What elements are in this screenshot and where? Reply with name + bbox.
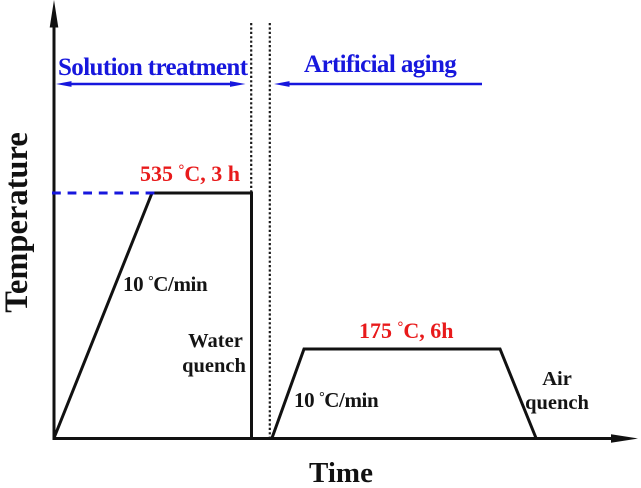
svg-text:quench: quench (182, 355, 246, 377)
svg-text:175 °C, 6h: 175 °C, 6h (359, 318, 453, 343)
svg-text:Time: Time (309, 457, 373, 483)
svg-text:535 °C, 3 h: 535 °C, 3 h (140, 161, 240, 186)
svg-text:Temperature: Temperature (0, 132, 35, 313)
svg-text:10 °C/min: 10 °C/min (294, 388, 379, 412)
svg-text:quench: quench (525, 392, 589, 414)
svg-text:Water: Water (188, 330, 243, 352)
svg-text:Air: Air (542, 368, 572, 390)
svg-text:10 °C/min: 10 °C/min (123, 272, 208, 296)
svg-text:Artificial aging: Artificial aging (304, 51, 457, 78)
svg-text:Solution treatment: Solution treatment (58, 54, 249, 81)
